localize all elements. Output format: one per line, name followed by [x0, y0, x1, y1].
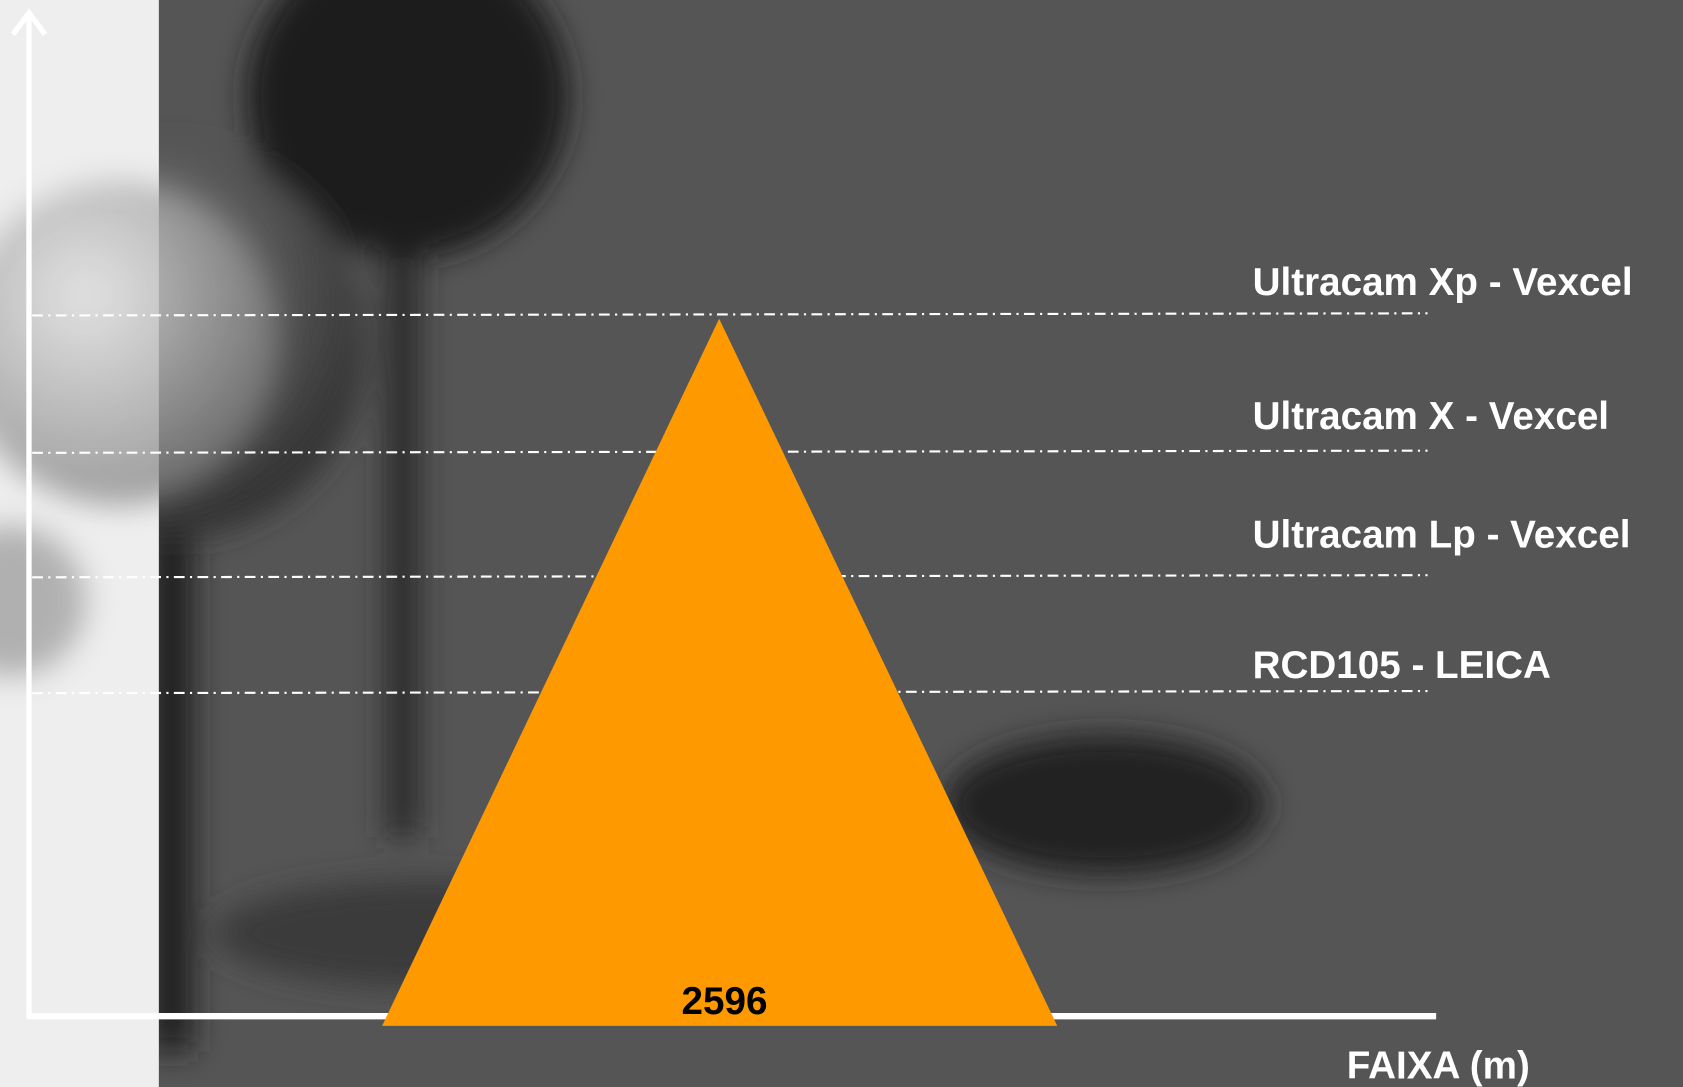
value-label: 2596 — [682, 980, 768, 1023]
camera-label: Ultracam X - Vexcel — [1253, 395, 1609, 438]
slide: 2596 Ultracam Xp - Vexcel Ultracam X - V… — [0, 0, 1683, 1087]
camera-label: RCD105 - LEICA — [1253, 644, 1551, 687]
axis-label: FAIXA (m) — [1347, 1044, 1530, 1087]
page: {"labels": ["Ultracam Xp - Vexcel", "Ult… — [0, 0, 1683, 1087]
camera-label: Ultracam Lp - Vexcel — [1253, 513, 1631, 556]
camera-label: Ultracam Xp - Vexcel — [1253, 261, 1633, 304]
